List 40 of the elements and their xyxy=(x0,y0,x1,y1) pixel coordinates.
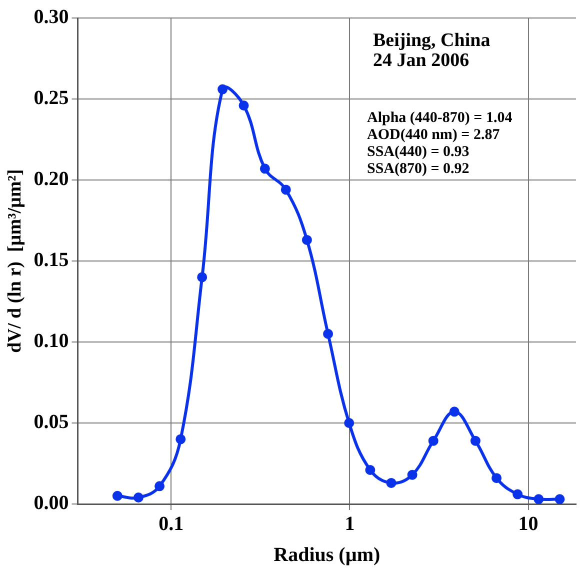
point xyxy=(344,418,354,428)
y-tick-label: 0.00 xyxy=(34,492,69,514)
point xyxy=(154,481,165,492)
point xyxy=(323,328,334,339)
point xyxy=(554,494,565,504)
point xyxy=(428,436,438,446)
x-tick-label: 1 xyxy=(344,513,355,536)
annotation: AOD(440 nm) = 2.87 xyxy=(367,127,500,143)
point xyxy=(470,436,480,446)
y-tick-label: 0.25 xyxy=(34,87,69,110)
point xyxy=(449,406,460,417)
point xyxy=(386,478,396,488)
annotation: Alpha (440-870) = 1.04 xyxy=(367,110,513,126)
y-tick-label: 0.10 xyxy=(34,330,69,352)
annotation: 24 Jan 2006 xyxy=(373,50,470,71)
point xyxy=(176,434,186,444)
point xyxy=(534,494,544,504)
point xyxy=(218,84,228,94)
point xyxy=(260,164,270,174)
x-axis-title: Radius (µm) xyxy=(274,544,380,566)
point xyxy=(302,234,312,245)
point xyxy=(133,492,144,503)
point xyxy=(280,184,291,195)
x-tick-label: 0.1 xyxy=(158,513,184,536)
point xyxy=(492,473,502,484)
annotation: Beijing, China xyxy=(373,30,491,51)
y-tick-label: 0.05 xyxy=(34,411,69,434)
y-tick-label: 0.15 xyxy=(34,249,69,272)
annotation: SSA(870) = 0.92 xyxy=(367,161,470,177)
point xyxy=(365,464,376,475)
point xyxy=(512,489,523,500)
y-tick-label: 0.20 xyxy=(34,168,69,190)
y-tick-label: 0.30 xyxy=(34,6,69,28)
annotation: SSA(440) = 0.93 xyxy=(367,144,470,160)
point xyxy=(407,470,418,480)
point xyxy=(112,490,122,501)
point xyxy=(197,272,208,282)
y-axis-title: dV/ d (ln r) [µm³/µm²] xyxy=(4,169,26,353)
x-tick-label: 10 xyxy=(518,513,538,536)
point xyxy=(238,100,249,110)
